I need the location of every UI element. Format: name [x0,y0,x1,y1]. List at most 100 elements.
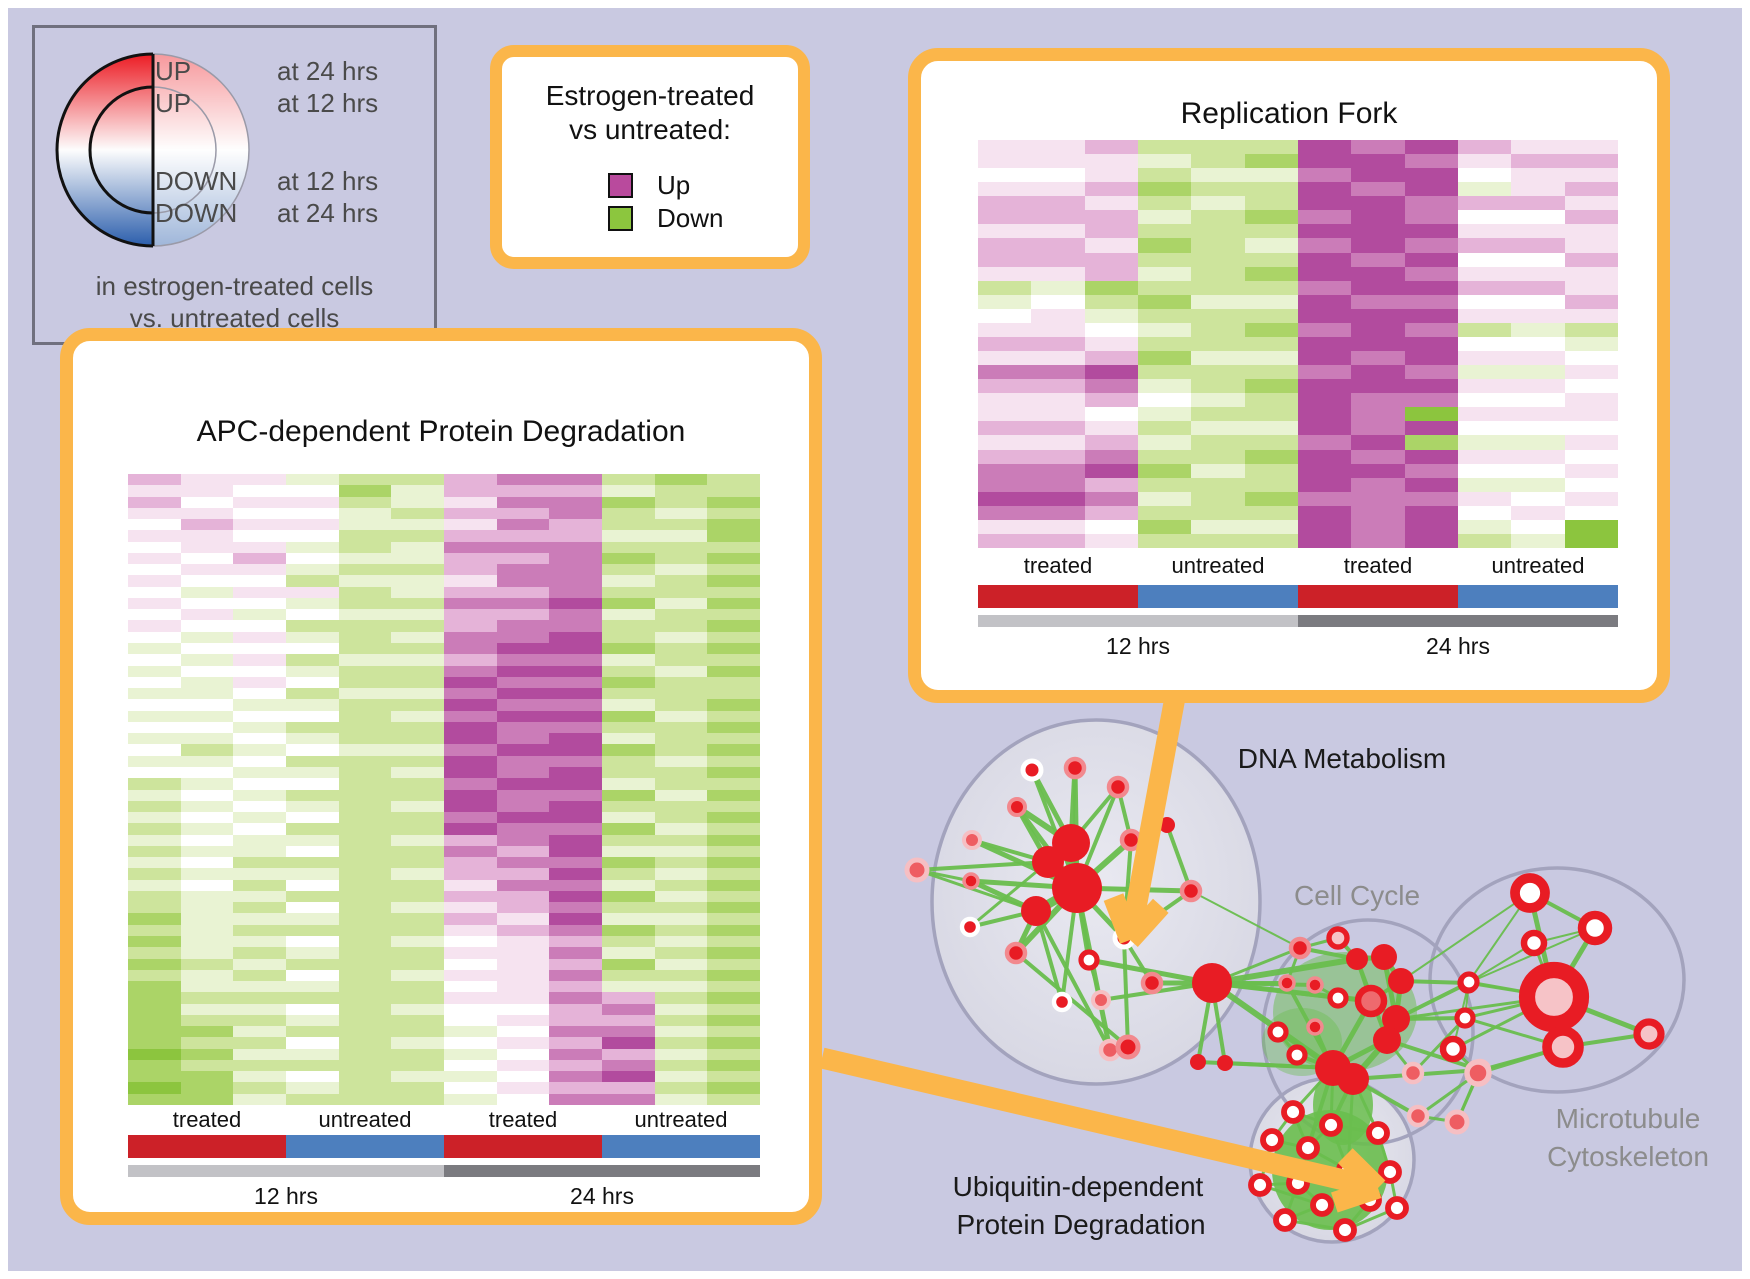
network-node-red-donut-white [1458,971,1480,993]
heatmap-cell [180,766,234,779]
heatmap-cell [1564,351,1618,366]
heatmap-cell [1191,379,1245,394]
heatmap-cell [128,1093,181,1105]
heatmap-cell [1191,393,1245,408]
heatmap-cell [654,1082,708,1094]
heatmap-cell [707,620,760,632]
heatmap-cell [1191,505,1245,520]
heatmap-cell [391,474,444,486]
network-node-pale-ring-rose [1406,1104,1430,1128]
heatmap-cell [180,823,234,835]
heatmap-cell [654,710,708,722]
heatmap-cell [1404,477,1458,492]
heatmap-cell [1351,224,1405,239]
heatmap-cell [338,519,392,531]
heatmap-cell [1191,365,1245,380]
heatmap-cell [128,485,181,497]
heatmap-cell [707,868,760,880]
heatmap-cell [1084,449,1138,464]
heatmap-cell [1031,435,1085,450]
heatmap-cell [338,485,392,497]
panel-to-cluster-arrow [1122,690,1187,927]
network-node-pink-ring [1106,775,1130,799]
heatmap-cell [128,744,181,756]
heatmap-cell [128,766,181,779]
network-edge [1211,981,1339,1000]
heatmap-cell [391,1059,444,1072]
heatmap-cell [602,992,655,1004]
heatmap-cell [233,958,286,970]
heatmap-cell [338,992,392,1004]
heatmap-cell [1031,477,1085,492]
heatmap-cell [707,496,760,508]
heatmap-cell [338,654,392,666]
heatmap-cell [1351,519,1405,534]
heatmap-cell [286,643,339,655]
heatmap-cell [707,992,760,1004]
heatmap-cell [654,721,708,734]
heatmap-cell [444,721,497,734]
down-label: Down [657,203,724,233]
heatmap-cell [1137,252,1192,267]
heatmap-cell [128,868,181,880]
heatmap-cell [1511,421,1565,436]
time-label: 24 hrs [570,1183,634,1209]
heatmap-cell [602,1071,655,1083]
heatmap-cell [654,733,708,745]
heatmap-cell [444,654,497,666]
heatmap-cell [1031,393,1085,408]
heatmap-cell [1404,505,1458,520]
network-node-red-donut-white [1286,1044,1308,1066]
heatmap-cell [1564,322,1618,337]
heatmap-cell [1031,505,1085,520]
heatmap-cell [391,744,444,756]
heatmap-cell [654,1093,708,1105]
heatmap-cell [496,654,550,666]
heatmap-cell [1457,463,1512,478]
heatmap-cell [1137,266,1192,281]
heatmap-cell [338,1003,392,1015]
heatmap-cell [549,552,602,565]
heatmap-cell [496,699,550,711]
heatmap-cell [1351,266,1405,281]
heatmap-cell [1404,210,1458,225]
heatmap-cell [707,924,760,936]
heatmap-cell [1137,168,1192,183]
heatmap-cell [1457,351,1512,366]
heatmap-cell [654,947,708,959]
heatmap-cell [1457,533,1512,548]
heatmap-cell [1191,435,1245,450]
heatmap-cell [496,834,550,846]
heatmap-cell [1084,140,1138,155]
condition-bar [978,585,1618,608]
heatmap-cell [128,1082,181,1094]
heatmap-cell [496,868,550,880]
heatmap-cell [233,631,286,644]
heatmap-cell [1244,463,1298,478]
heatmap-cell [128,643,181,655]
heatmap-cell [391,586,444,598]
heatmap-cell [1031,224,1085,239]
heatmap-cell [978,421,1032,436]
heatmap-cell [180,620,234,632]
heatmap-cell [180,924,234,936]
heatmap-cell [391,902,444,914]
replication-fork-panel: Replication Fork treated untreated treat… [908,48,1670,703]
heatmap-cell [602,935,655,948]
heatmap-cell [128,924,181,936]
heatmap-cell [444,733,497,745]
heatmap-cell [707,575,760,587]
network-edge [1088,957,1213,986]
heatmap-cell [444,1048,497,1060]
heatmap-cell [1564,280,1618,295]
heatmap-cell [180,1037,234,1049]
heatmap-cell [1457,224,1512,239]
heatmap-cell [654,1003,708,1015]
heatmap-cell [444,834,497,846]
heatmap-cell [1511,140,1565,155]
heatmap-cell [444,981,497,993]
heatmap-cell [1244,407,1298,422]
heatmap-cell [1404,252,1458,267]
heatmap-cell [707,654,760,666]
